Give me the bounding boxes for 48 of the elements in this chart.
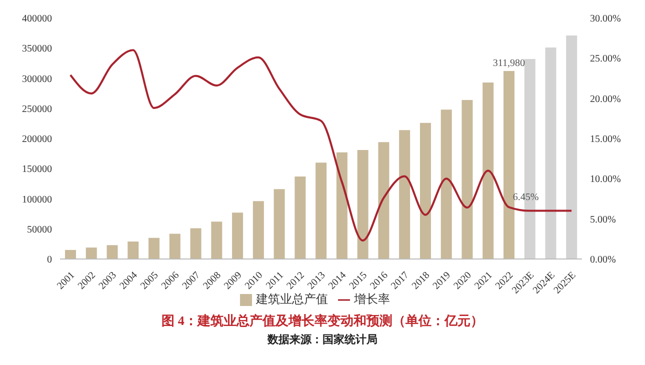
y2-tick-label: 25.00% <box>590 54 621 65</box>
y-tick-label: 300000 <box>22 74 52 85</box>
y-tick-label: 0 <box>47 254 52 266</box>
bar <box>148 238 160 259</box>
y-tick-label: 50000 <box>27 224 52 236</box>
bar <box>440 110 452 259</box>
x-tick-label: 2011 <box>264 270 286 292</box>
bar <box>462 100 473 259</box>
data-label: 311,980 <box>492 58 526 70</box>
bar <box>482 82 494 259</box>
bar <box>169 234 180 259</box>
bar <box>316 162 327 259</box>
bar <box>566 35 578 259</box>
y2-tick-label: 30.00% <box>590 14 621 25</box>
bar <box>336 152 348 259</box>
bar <box>503 71 514 259</box>
bar <box>106 245 118 259</box>
bar <box>420 122 431 259</box>
source-note: 数据来源：国家统计局 <box>266 332 378 347</box>
bar <box>357 150 368 259</box>
bar <box>232 212 244 259</box>
bar <box>252 201 264 259</box>
y2-tick-label: 20.00% <box>590 94 621 105</box>
bar <box>378 142 390 259</box>
bar <box>274 189 285 259</box>
bar <box>294 176 306 259</box>
bar <box>86 248 97 259</box>
y-tick-label: 100000 <box>22 194 52 206</box>
text: 图 4：建筑业总产值及增长率变动和预测（单位：亿元） <box>160 312 484 330</box>
bar <box>128 242 139 259</box>
legend-label: 建筑业总产值 <box>256 292 328 306</box>
bar <box>399 130 410 259</box>
y-tick-label: 200000 <box>22 134 52 146</box>
y-tick-label: 350000 <box>22 44 52 55</box>
y-tick-label: 150000 <box>22 164 52 176</box>
y-tick-label: 400000 <box>22 14 52 25</box>
y2-tick-label: 0.00% <box>590 254 616 266</box>
y2-tick-label: 15.00% <box>590 134 621 146</box>
bar <box>65 250 76 259</box>
bar <box>545 48 556 259</box>
y2-tick-label: 10.00% <box>590 174 621 186</box>
line-series <box>69 49 573 242</box>
x-tick-label: 2021 <box>472 270 495 292</box>
y2-tick-label: 5.00% <box>590 214 616 226</box>
bar <box>190 228 202 259</box>
y-tick-label: 250000 <box>22 104 52 115</box>
bar <box>211 222 222 259</box>
legend-label: 增长率 <box>354 292 390 306</box>
